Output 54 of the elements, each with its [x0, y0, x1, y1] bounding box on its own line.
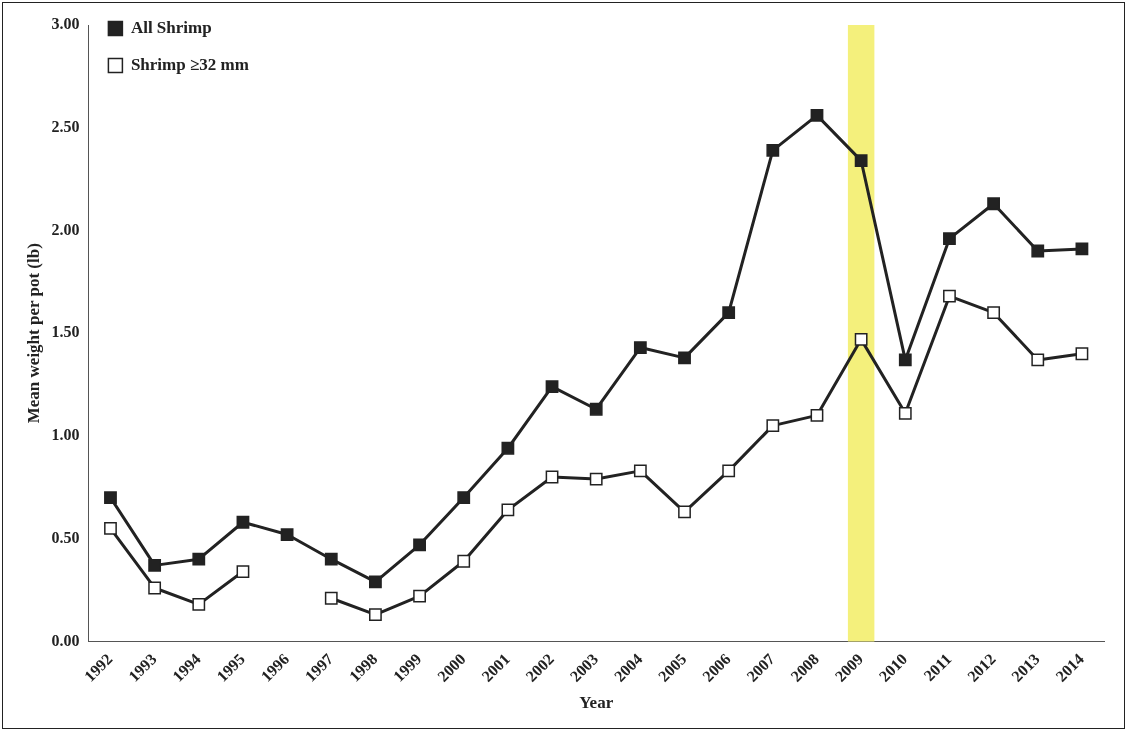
point: [810, 109, 824, 122]
point: [369, 608, 382, 622]
point: [1031, 353, 1045, 367]
point: [943, 289, 956, 303]
point: [192, 552, 206, 566]
point: [898, 406, 912, 420]
point: [766, 143, 780, 157]
y-tick-label: 2.00: [51, 220, 80, 238]
point: [943, 232, 956, 246]
point: [589, 472, 603, 486]
y-tick-label: 2.50: [51, 117, 80, 135]
point: [633, 464, 647, 478]
point: [854, 332, 868, 346]
point: [501, 441, 515, 455]
point: [678, 505, 691, 519]
point: [236, 565, 250, 578]
point: [722, 464, 736, 478]
point: [148, 581, 162, 595]
legend-label: Shrimp ≥32 mm: [130, 54, 249, 74]
point: [633, 341, 647, 354]
point: [104, 491, 117, 504]
point: [104, 521, 117, 535]
point: [324, 591, 338, 605]
point: [413, 589, 426, 603]
point: [192, 598, 206, 611]
y-tick-label: 1.00: [51, 426, 80, 444]
legend-label: All Shrimp: [130, 17, 212, 37]
point: [987, 306, 1001, 320]
point: [898, 353, 912, 367]
point: [722, 306, 736, 320]
point: [324, 552, 338, 566]
point: [545, 380, 559, 394]
point: [280, 528, 294, 541]
point: [1075, 347, 1089, 361]
y-tick-label: 0.50: [51, 528, 80, 546]
point: [854, 154, 868, 168]
point: [589, 402, 603, 416]
y-tick-label: 3.00: [51, 15, 80, 33]
point: [413, 538, 426, 552]
point: [457, 554, 471, 568]
y-axis-title: Mean weight per pot (lb): [23, 243, 43, 424]
point: [148, 558, 162, 572]
point: [501, 503, 515, 517]
y-tick-label: 0.00: [51, 631, 80, 649]
point: [678, 351, 691, 365]
point: [369, 575, 382, 589]
point: [766, 419, 780, 433]
y-tick-label: 1.50: [51, 323, 80, 341]
point: [987, 197, 1001, 211]
point: [1031, 244, 1045, 258]
point: [236, 515, 250, 529]
point: [457, 491, 471, 504]
point: [810, 408, 824, 422]
x-axis-title: Year: [579, 693, 614, 713]
